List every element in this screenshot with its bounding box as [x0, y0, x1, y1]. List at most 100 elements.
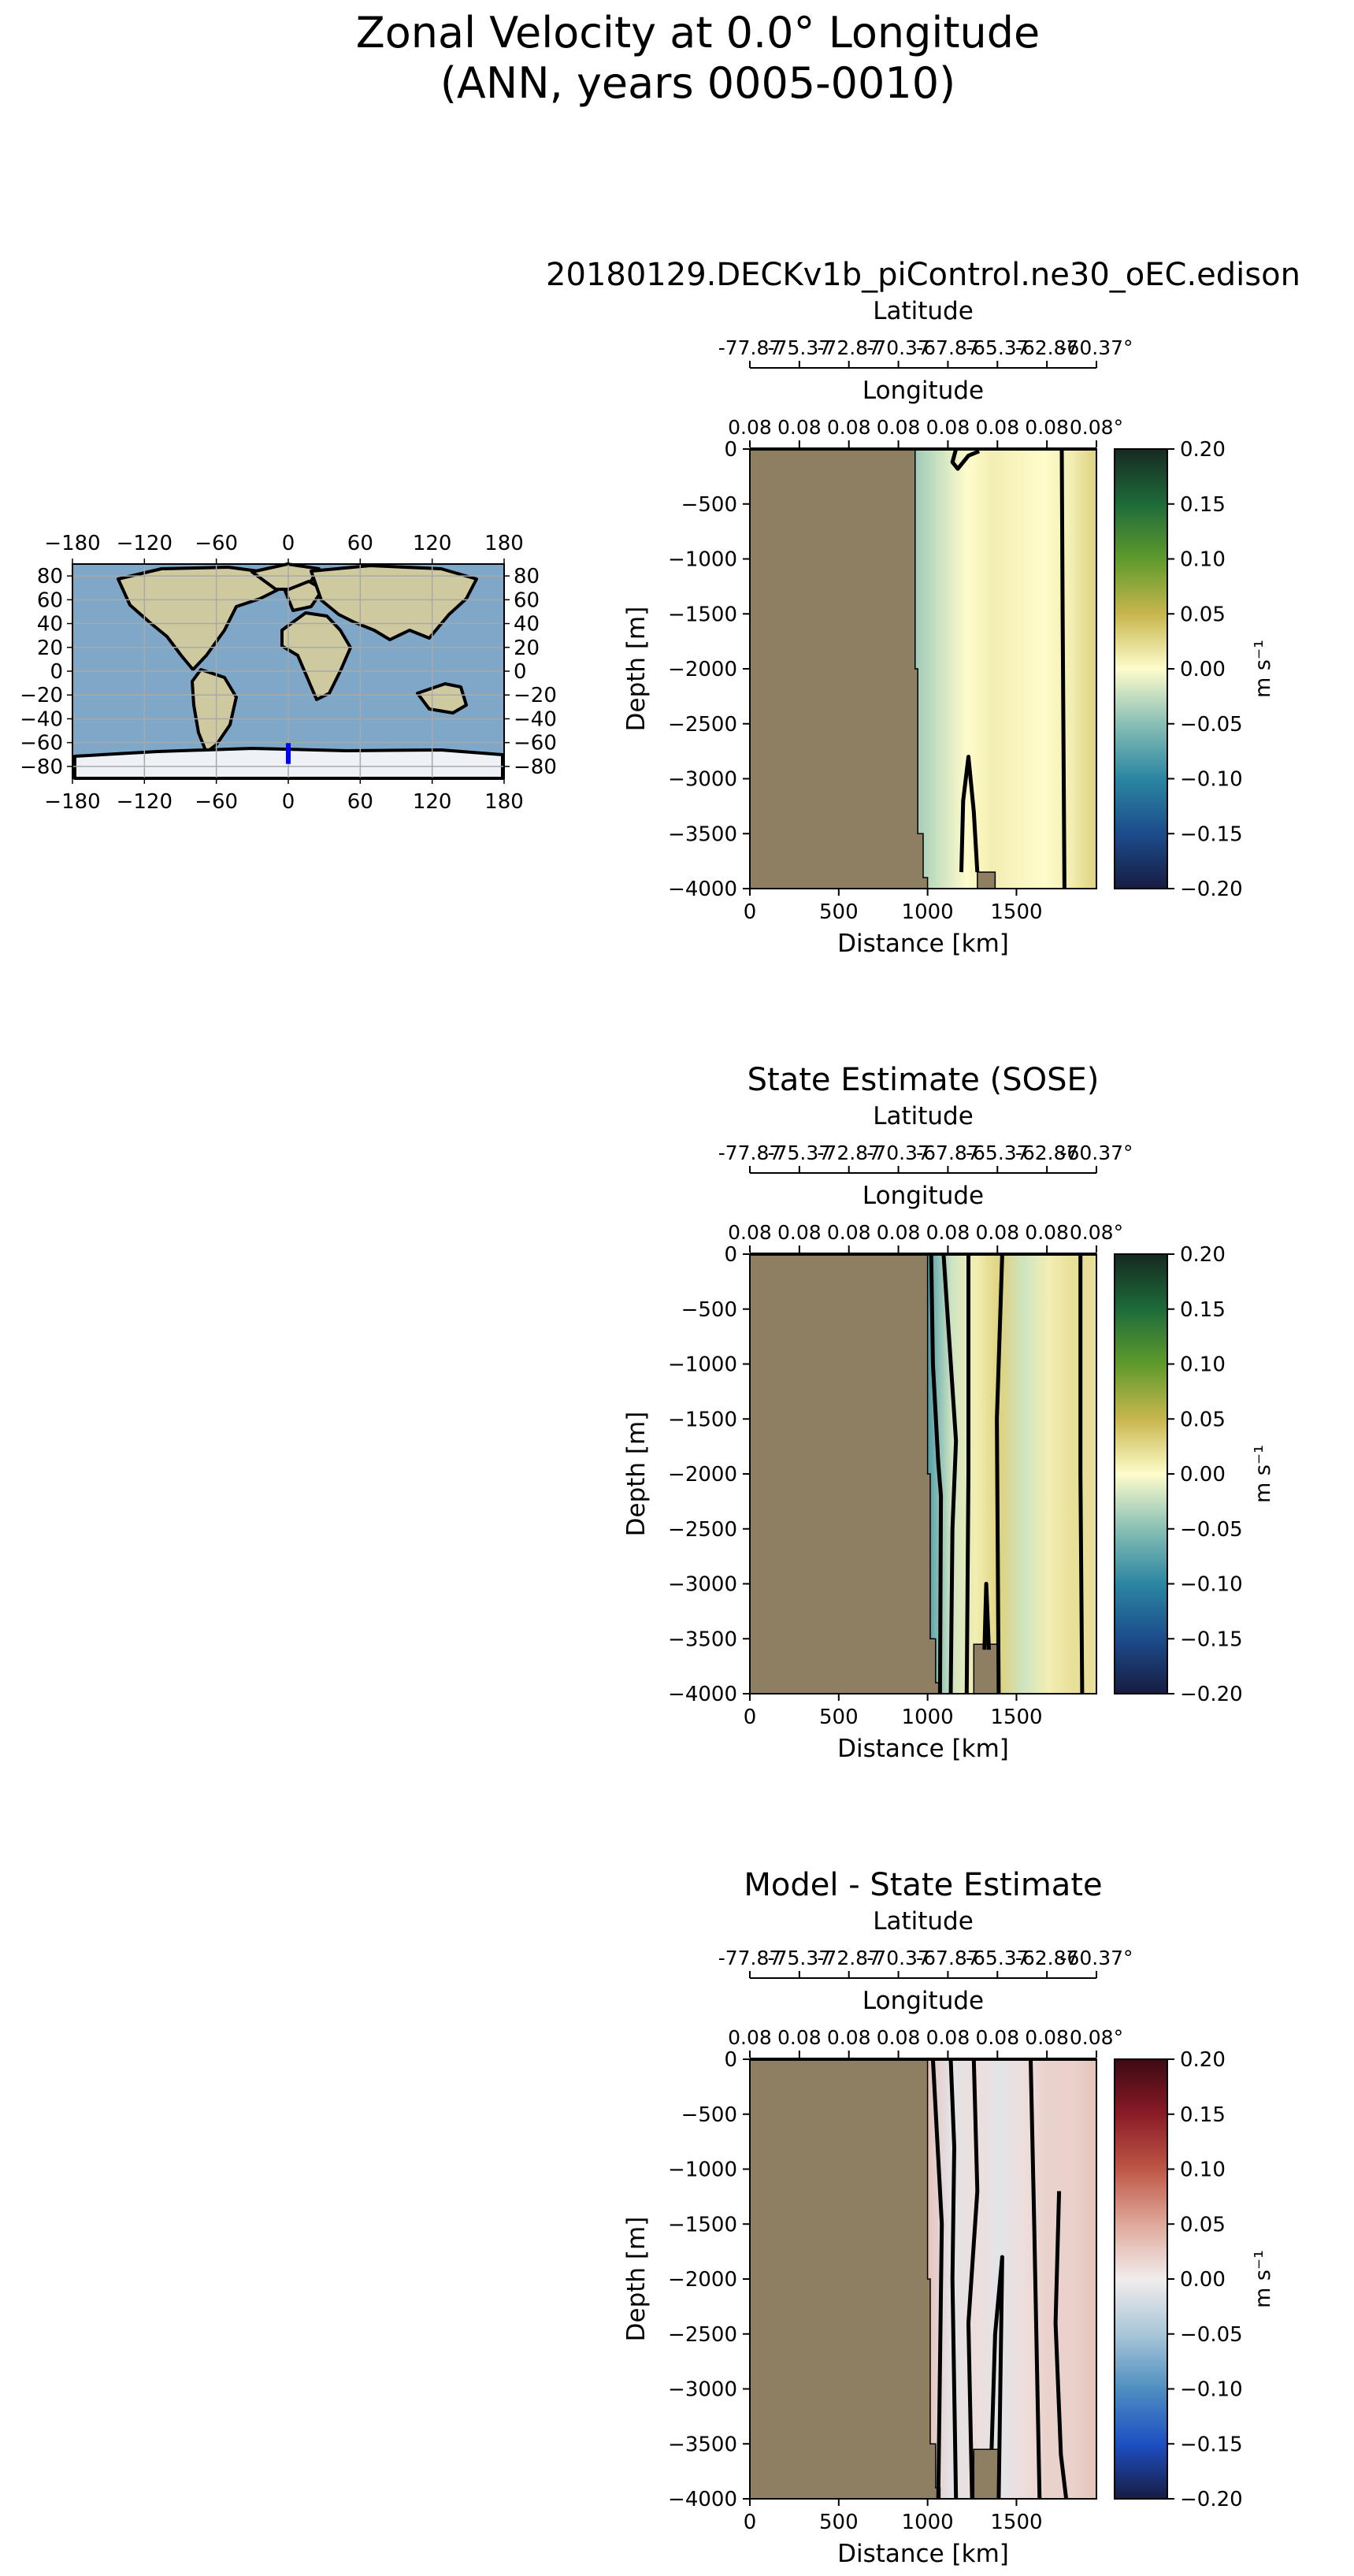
zero-contour — [929, 1253, 944, 1694]
colorbar-label: m s⁻¹ — [1251, 2250, 1275, 2308]
y-tick-label: −3000 — [668, 768, 737, 792]
y-tick-label: −4000 — [668, 1683, 737, 1706]
seamount — [977, 871, 996, 889]
colorbar — [1114, 1253, 1168, 1694]
x-tick-label: 1500 — [990, 1706, 1042, 1729]
map-land-north-america — [117, 566, 285, 671]
y-tick-label: −2000 — [668, 2268, 737, 2292]
y-tick-label: −4000 — [668, 2488, 737, 2511]
y-tick-label: −2500 — [668, 1518, 737, 1542]
y-tick-label: 0 — [724, 2048, 737, 2072]
secondary-axis-tick-label: -70.37 — [866, 1141, 930, 1164]
secondary-axis-tick-label: -67.87 — [916, 1947, 980, 1969]
secondary-axis-tick-label: 0.08 — [728, 416, 772, 439]
colorbar-tick-label: 0.10 — [1180, 548, 1226, 572]
secondary-axis-tick-label: -75.37 — [768, 1141, 832, 1164]
x-axis-label: Distance [km] — [837, 930, 1009, 958]
secondary-axis-tick-label: 0.08 — [877, 1221, 921, 1244]
secondary-axis-tick-label: -65.37 — [966, 1141, 1029, 1164]
map-lat-tick-label-left: −80 — [20, 755, 63, 779]
secondary-axis-tick-label: -70.37 — [866, 336, 930, 359]
chart-panel-2: State Estimate (SOSE) Latitude -77.87-75.3… — [622, 1062, 1275, 1763]
land-mask — [749, 2058, 941, 2500]
y-tick-label: −2000 — [668, 658, 737, 681]
zero-contour — [1053, 2191, 1069, 2500]
x-tick-label: 1500 — [990, 900, 1042, 924]
map-lat-tick-label-left: 80 — [37, 565, 63, 588]
colorbar-tick-label: 0.15 — [1180, 1298, 1226, 1322]
y-tick-label: −1000 — [668, 1353, 737, 1377]
colorbar-tick-label: −0.15 — [1180, 2433, 1243, 2456]
secondary-axis-tick-label: 0.08 — [728, 1221, 772, 1244]
map-lat-tick-label-left: −20 — [20, 684, 63, 707]
y-axis-label: Depth [m] — [622, 1412, 651, 1537]
map-land-asia — [310, 564, 478, 641]
map-lon-tick-label-bottom: −180 — [44, 790, 100, 814]
chart-title: 20180129.DECKv1b_piControl.ne30_oEC.edis… — [546, 257, 1300, 293]
x-axis-label: Distance [km] — [837, 1735, 1009, 1763]
colorbar-tick-label: 0.10 — [1180, 2158, 1226, 2182]
y-tick-label: −1000 — [668, 2158, 737, 2182]
seamount — [973, 2448, 1000, 2500]
map-lat-tick-label-left: −40 — [20, 707, 63, 731]
secondary-axis-tick-label: 0.08 — [877, 2026, 921, 2049]
map-lon-tick-label-top: 120 — [413, 532, 452, 555]
map-lon-tick-label-bottom: 180 — [484, 790, 524, 814]
map-land-africa — [280, 611, 352, 701]
colorbar — [1114, 2058, 1168, 2500]
map-lon-tick-label-bottom: 60 — [347, 790, 373, 814]
y-tick-label: −2000 — [668, 1463, 737, 1487]
figure-title-line1: Zonal Velocity at 0.0° Longitude — [356, 8, 1041, 58]
colorbar-tick-label: 0.20 — [1180, 2048, 1226, 2072]
zero-contour — [1078, 1254, 1085, 1694]
secondary-axis-tick-label: -60.37° — [1059, 336, 1133, 359]
colorbar-tick-label: −0.20 — [1180, 878, 1243, 901]
zero-contour — [1029, 2058, 1042, 2500]
colorbar-tick-label: 0.05 — [1180, 2213, 1226, 2236]
figure-title-line2: (ANN, years 0005-0010) — [440, 58, 955, 108]
secondary-axis-label: Longitude — [862, 377, 984, 405]
map-lon-tick-label-top: −180 — [44, 532, 100, 555]
colorbar-tick-label: −0.10 — [1180, 768, 1243, 792]
secondary-axis-tick-label: 0.08 — [728, 2026, 772, 2049]
map-lon-tick-label-bottom: −120 — [117, 790, 172, 814]
colorbar-tick-label: −0.05 — [1180, 2323, 1243, 2347]
secondary-axis-tick-label: -62.87 — [1015, 336, 1079, 359]
secondary-axis-tick-label: -72.87 — [817, 1141, 881, 1164]
x-axis-label: Distance [km] — [837, 2540, 1009, 2568]
colorbar-tick-label: −0.15 — [1180, 1628, 1243, 1651]
secondary-axis-tick-label: -65.37 — [966, 1947, 1029, 1969]
zero-contour — [982, 1582, 991, 1650]
secondary-axis-tick-label: 0.08 — [827, 416, 871, 439]
x-tick-label: 1000 — [902, 2511, 954, 2534]
secondary-axis-tick-label: 0.08 — [777, 2026, 822, 2049]
y-tick-label: −3000 — [668, 2378, 737, 2402]
y-tick-label: −1500 — [668, 1408, 737, 1431]
chart-panel-1: 20180129.DECKv1b_piControl.ne30_oEC.edis… — [546, 257, 1300, 958]
secondary-axis-tick-label: 0.08 — [975, 416, 1019, 439]
secondary-axis-tick-label: -77.87 — [718, 336, 782, 359]
y-tick-label: −1500 — [668, 603, 737, 626]
map-lat-tick-label-left: −60 — [20, 732, 63, 755]
y-tick-label: −4000 — [668, 878, 737, 901]
zero-contour — [1059, 448, 1067, 889]
map-lat-tick-label-left: 60 — [37, 588, 63, 612]
zero-contour — [989, 2255, 1004, 2500]
chart-title: State Estimate (SOSE) — [747, 1062, 1100, 1098]
map-lon-tick-label-bottom: 120 — [413, 790, 452, 814]
map-lat-tick-label-right: 40 — [514, 613, 540, 637]
x-tick-label: 1000 — [902, 1706, 954, 1729]
zero-contour — [948, 2058, 959, 2500]
land-mask — [749, 1253, 941, 1694]
secondary-axis-tick-label: -72.87 — [817, 1947, 881, 1969]
map-land-europe — [284, 580, 325, 612]
secondary-axis-tick-label: 0.08 — [975, 1221, 1019, 1244]
secondary-axis-tick-label: -65.37 — [966, 336, 1029, 359]
x-tick-label: 500 — [819, 2511, 859, 2534]
zero-contour — [941, 1253, 959, 1694]
secondary-axis-tick-label: 0.08 — [827, 2026, 871, 2049]
secondary-axis-tick-label: -60.37° — [1059, 1947, 1133, 1969]
map-lat-tick-label-right: −20 — [514, 684, 557, 707]
y-tick-label: −3500 — [668, 2433, 737, 2456]
